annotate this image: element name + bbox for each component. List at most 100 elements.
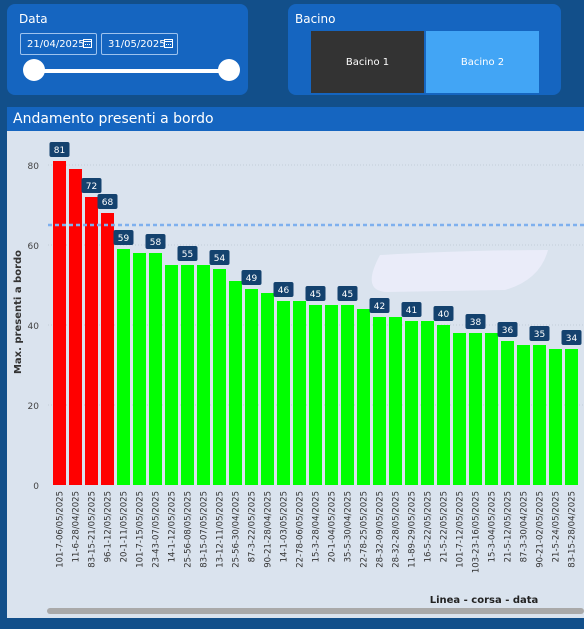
data-label-bg: [97, 194, 118, 209]
data-label: 42: [369, 298, 390, 313]
bar[interactable]: [357, 309, 370, 485]
start-date-field[interactable]: 21/04/2025: [20, 33, 97, 55]
x-tick-label: 103-23-16/05/2025: [472, 491, 482, 573]
horizontal-scrollbar[interactable]: [47, 608, 584, 614]
x-tick-label: 25-56-08/05/2025: [184, 491, 194, 568]
chart-title: Andamento presenti a bordo: [7, 107, 584, 131]
bar[interactable]: [421, 321, 434, 485]
x-tick-label: 90-21-02/05/2025: [536, 491, 546, 568]
bacino-1-button[interactable]: Bacino 1: [311, 31, 424, 93]
data-label-bg: [561, 330, 582, 345]
bar[interactable]: [229, 281, 242, 485]
x-axis-title: Linea - corsa - data: [430, 595, 539, 606]
bar[interactable]: [181, 265, 194, 485]
y-tick-label: 60: [28, 242, 40, 252]
bar[interactable]: [325, 305, 338, 485]
x-tick-label: 28-32-09/05/2025: [376, 491, 386, 568]
data-label-text: 59: [118, 234, 130, 244]
bar[interactable]: [501, 341, 514, 485]
data-label: 55: [177, 246, 198, 261]
bar[interactable]: [309, 305, 322, 485]
data-label-text: 55: [182, 250, 193, 260]
calendar-icon[interactable]: [164, 39, 173, 48]
x-tick-label: 15-3-28/04/2025: [312, 491, 322, 562]
bacino-1-label: Bacino 1: [345, 56, 390, 68]
bar[interactable]: [533, 345, 546, 485]
date-range-end-handle[interactable]: [218, 59, 240, 81]
data-label: 72: [81, 178, 102, 193]
x-tick-label: 101-7-15/05/2025: [136, 491, 146, 568]
bacino-panel-title: Bacino: [295, 12, 336, 26]
data-label-text: 54: [214, 254, 226, 264]
data-label-bg: [177, 246, 198, 261]
x-tick-label: 21-5-12/05/2025: [504, 491, 514, 562]
bar[interactable]: [549, 349, 562, 485]
data-label-text: 49: [246, 274, 258, 284]
data-label: 49: [241, 270, 262, 285]
bar[interactable]: [293, 301, 306, 485]
data-label-text: 41: [406, 306, 417, 316]
data-label: 54: [209, 250, 230, 265]
x-tick-label: 83-15-07/05/2025: [200, 491, 210, 568]
bar[interactable]: [277, 301, 290, 485]
x-tick-label: 23-43-07/05/2025: [152, 491, 162, 568]
bar[interactable]: [69, 169, 82, 485]
bar[interactable]: [53, 161, 66, 485]
bar[interactable]: [565, 349, 578, 485]
bar[interactable]: [437, 325, 450, 485]
y-axis-title: Max. presenti a bordo: [13, 250, 24, 374]
date-filter-panel: Data 21/04/2025 31/05/2025: [7, 4, 248, 95]
bar[interactable]: [261, 293, 274, 485]
data-label: 41: [401, 302, 422, 317]
data-label-bg: [113, 230, 134, 245]
data-label-bg: [497, 322, 518, 337]
data-label-text: 58: [150, 238, 162, 248]
data-label-text: 68: [102, 198, 114, 208]
date-range-start-handle[interactable]: [23, 59, 45, 81]
data-label: 35: [529, 326, 550, 341]
data-label-bg: [369, 298, 390, 313]
bar[interactable]: [213, 269, 226, 485]
x-tick-label: 83-15-21/05/2025: [88, 491, 98, 568]
bar[interactable]: [389, 317, 402, 485]
data-label-text: 46: [278, 286, 290, 296]
data-label: 59: [113, 230, 134, 245]
x-tick-label: 101-7-06/05/2025: [56, 491, 66, 568]
data-label: 45: [305, 286, 326, 301]
data-label-bg: [49, 142, 70, 157]
bar[interactable]: [485, 333, 498, 485]
x-tick-label: 87-3-30/04/2025: [520, 491, 530, 562]
date-panel-title: Data: [19, 12, 48, 26]
bacino-2-button[interactable]: Bacino 2: [426, 31, 539, 93]
bar[interactable]: [149, 253, 162, 485]
bar[interactable]: [245, 289, 258, 485]
bar[interactable]: [453, 333, 466, 485]
data-label: 38: [465, 314, 486, 329]
data-label-bg: [529, 326, 550, 341]
data-label-bg: [81, 178, 102, 193]
bar[interactable]: [469, 333, 482, 485]
x-tick-label: 90-21-28/04/2025: [264, 491, 274, 568]
data-label-text: 34: [566, 334, 578, 344]
x-tick-label: 20-1-11/05/2025: [120, 491, 130, 562]
bacino-filter-panel: Bacino Bacino 1 Bacino 2: [288, 4, 561, 95]
x-tick-label: 13-12-11/05/2025: [216, 491, 226, 568]
calendar-icon[interactable]: [83, 39, 92, 48]
bar[interactable]: [117, 249, 130, 485]
bar[interactable]: [373, 317, 386, 485]
x-tick-label: 101-7-12/05/2025: [456, 491, 466, 568]
bar[interactable]: [85, 197, 98, 485]
bar[interactable]: [133, 253, 146, 485]
bar[interactable]: [101, 213, 114, 485]
data-label-text: 40: [438, 310, 450, 320]
end-date-field[interactable]: 31/05/2025: [101, 33, 178, 55]
y-tick-label: 80: [28, 162, 40, 172]
bar[interactable]: [165, 265, 178, 485]
bar[interactable]: [197, 265, 210, 485]
date-range-slider-track[interactable]: [33, 69, 229, 73]
bar[interactable]: [341, 305, 354, 485]
bar[interactable]: [517, 345, 530, 485]
bar[interactable]: [405, 321, 418, 485]
x-tick-label: 87-3-22/05/2025: [248, 491, 258, 562]
